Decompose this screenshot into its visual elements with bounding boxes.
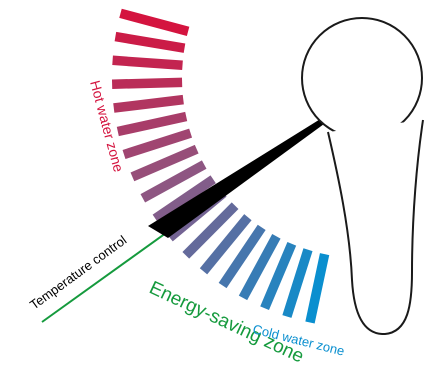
cold-scale-bar xyxy=(152,175,216,223)
cold-scale-bar xyxy=(199,214,252,275)
cold-scale-bar xyxy=(305,253,330,324)
hot-scale-bar xyxy=(140,160,207,203)
hot-scale-bar xyxy=(111,77,183,89)
temperature-control-label: Temperature control xyxy=(27,232,129,312)
hot-scale-bar xyxy=(113,94,184,113)
cold-scale-bar xyxy=(218,224,266,289)
cold-scale-bar xyxy=(182,202,239,259)
faucet-handle-icon xyxy=(301,17,424,336)
faucet-knob xyxy=(301,17,423,139)
hot-scale-bar xyxy=(116,111,188,137)
hot-scale-bar xyxy=(114,31,186,53)
cold-scale-bar xyxy=(282,248,313,318)
temperature-scale xyxy=(111,8,330,324)
faucet-lever xyxy=(327,119,424,336)
energy-saving-zone-label: Energy-saving zone xyxy=(146,277,307,367)
cold-scale-bar xyxy=(260,241,297,311)
hot-scale-bar xyxy=(112,55,183,71)
hot-scale-bar xyxy=(119,8,190,36)
cold-scale-bar xyxy=(238,234,281,301)
hot-scale-bar xyxy=(130,144,199,182)
temperature-control-wedge xyxy=(148,118,324,238)
hot-scale-bar xyxy=(122,128,193,160)
